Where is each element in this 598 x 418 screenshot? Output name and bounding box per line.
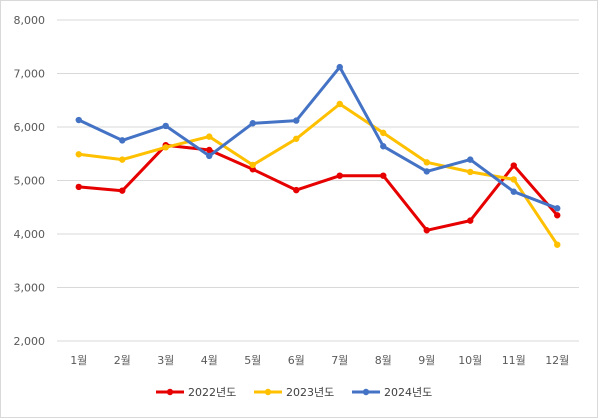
- x-tick-label: 6월: [288, 354, 305, 367]
- data-point: [249, 120, 256, 127]
- y-tick-label: 8,000: [14, 14, 46, 27]
- x-tick-label: 7월: [331, 354, 348, 367]
- data-point: [336, 172, 343, 179]
- data-point: [554, 212, 561, 219]
- y-tick-label: 4,000: [14, 228, 46, 241]
- legend-item-3: 2024년도: [352, 386, 432, 399]
- series-line: [77, 102, 559, 247]
- data-point: [206, 133, 213, 140]
- x-tick-label: 12월: [545, 354, 569, 367]
- legend: 2022년도 2023년도 2024년도: [156, 386, 432, 399]
- data-point: [423, 159, 430, 166]
- data-point: [467, 217, 474, 224]
- data-point: [336, 63, 343, 71]
- data-point: [293, 117, 300, 124]
- y-tick-label: 3,000: [14, 282, 46, 295]
- x-tick-label: 4월: [201, 354, 218, 367]
- y-tick-label: 5,000: [14, 175, 46, 188]
- x-tick-label: 5월: [244, 354, 261, 367]
- data-point: [554, 205, 561, 212]
- data-point: [380, 172, 387, 179]
- data-point: [206, 152, 213, 160]
- data-point: [467, 168, 474, 176]
- x-tick-label: 2월: [114, 354, 131, 367]
- legend-item-1: 2022년도: [156, 386, 236, 399]
- legend-label: 2023년도: [286, 386, 334, 399]
- series-3: [75, 63, 561, 212]
- series-line: [77, 143, 559, 232]
- data-point: [336, 100, 343, 108]
- data-point: [380, 143, 387, 150]
- data-point: [119, 137, 126, 144]
- y-axis: 2,000 3,000 4,000 5,000 6,000 7,000 8,000: [14, 14, 46, 348]
- data-point: [423, 227, 430, 234]
- x-tick-label: 8월: [375, 354, 392, 367]
- legend-item-2: 2023년도: [254, 386, 334, 399]
- data-point: [206, 146, 213, 154]
- x-tick-label: 9월: [418, 354, 435, 367]
- data-point: [554, 241, 561, 248]
- y-tick-label: 2,000: [14, 335, 46, 348]
- data-point: [119, 187, 126, 194]
- data-point: [119, 156, 126, 163]
- data-point: [75, 151, 82, 158]
- data-point: [510, 162, 517, 169]
- gridlines: [57, 19, 579, 342]
- data-point: [293, 186, 300, 194]
- series-group: [75, 63, 561, 248]
- data-point: [293, 135, 300, 142]
- data-point: [510, 176, 517, 183]
- x-tick-label: 1월: [70, 354, 87, 367]
- x-axis: 1월 2월 3월 4월 5월 6월 7월 8월 9월 10월 11월 12월: [70, 354, 569, 367]
- series-1: [75, 141, 561, 234]
- data-point: [249, 161, 256, 169]
- legend-label: 2024년도: [384, 386, 432, 399]
- data-point: [75, 116, 82, 124]
- series-2: [75, 100, 561, 248]
- data-point: [380, 129, 387, 137]
- data-point: [423, 168, 430, 175]
- y-tick-label: 7,000: [14, 68, 46, 81]
- x-tick-label: 3월: [157, 354, 174, 367]
- data-point: [162, 122, 169, 130]
- y-tick-label: 6,000: [14, 121, 46, 134]
- series-line: [77, 65, 559, 210]
- x-tick-label: 11월: [502, 354, 526, 367]
- legend-label: 2022년도: [188, 386, 236, 399]
- legend-marker: [166, 388, 174, 396]
- data-point: [467, 156, 474, 163]
- data-point: [75, 183, 82, 191]
- legend-marker: [264, 388, 272, 396]
- data-point: [510, 188, 517, 195]
- data-point: [162, 144, 169, 151]
- x-tick-label: 10월: [458, 354, 482, 367]
- legend-marker: [362, 388, 370, 396]
